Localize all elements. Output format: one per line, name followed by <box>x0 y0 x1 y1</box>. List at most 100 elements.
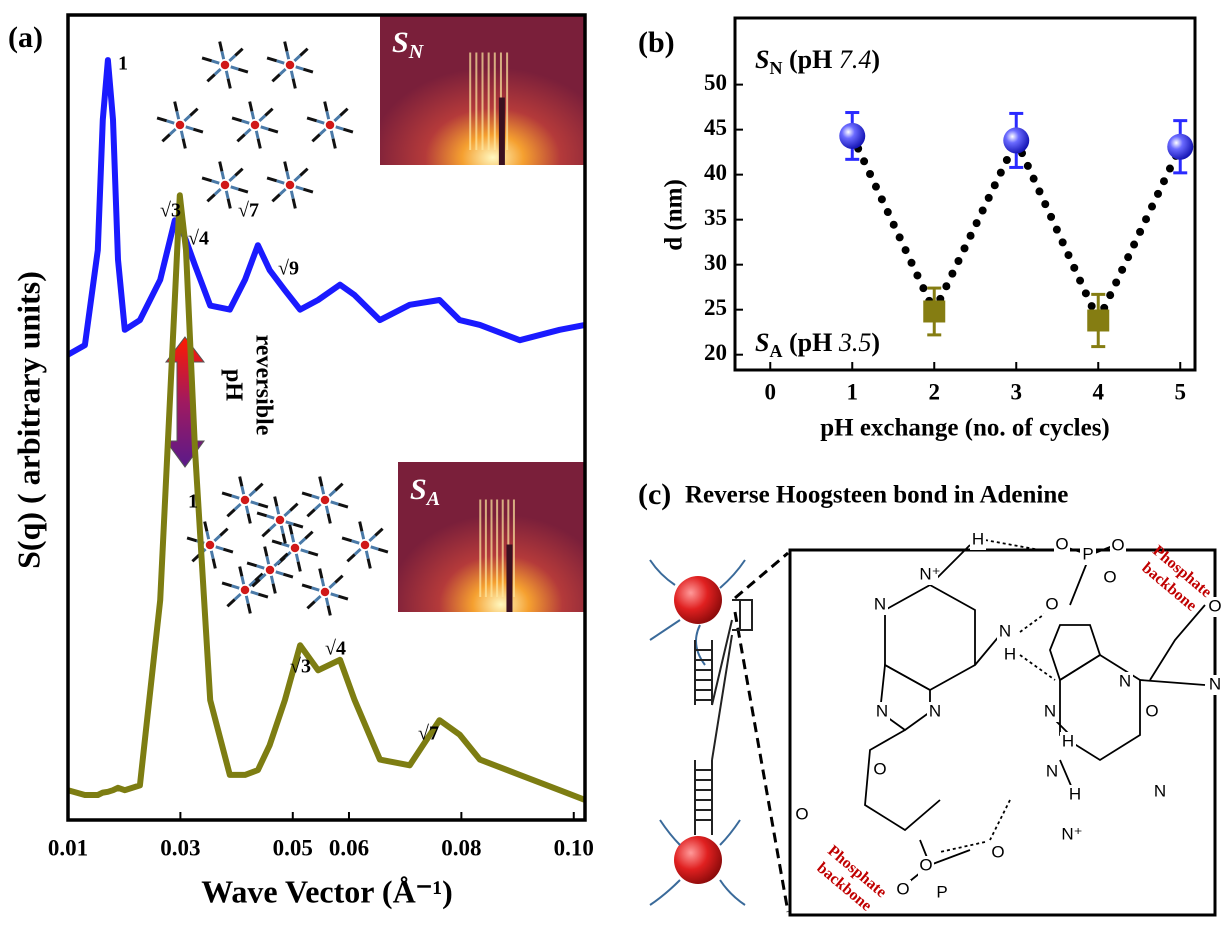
micelle-arm <box>177 111 179 119</box>
micelle-arm <box>251 592 259 594</box>
micelle-arm <box>228 199 230 209</box>
state-text: (pH <box>782 328 838 357</box>
atom-label: N <box>1044 701 1056 720</box>
micelle-arm <box>308 552 318 555</box>
micelle-arm <box>294 175 300 180</box>
peak-label: √4 <box>325 638 346 660</box>
micelle-arm <box>294 55 300 60</box>
micelle-arm <box>190 109 197 116</box>
micelle-arm <box>258 504 268 507</box>
micelle-arm <box>293 524 303 527</box>
micelle-core <box>205 540 215 550</box>
beamstop <box>506 545 512 613</box>
x-axis-label: pH exchange (no. of cycles) <box>820 415 1110 442</box>
micelle-arm <box>312 496 320 498</box>
micelle-arm <box>298 562 300 572</box>
micelle-arm <box>226 191 228 199</box>
atom-label: O <box>795 804 808 823</box>
y-tick-label: 20 <box>704 340 727 365</box>
micelle-arm <box>322 578 324 586</box>
micelle-arm <box>267 58 277 61</box>
micelle-arm <box>293 79 295 89</box>
micelle-arm <box>255 484 262 491</box>
micelle-arm <box>305 532 312 539</box>
y-tick-label: 40 <box>704 160 727 185</box>
micelle-arm <box>267 556 269 564</box>
micelle-core <box>320 495 330 505</box>
x-tick-label: 0.03 <box>160 835 200 860</box>
micelle-arm <box>207 195 214 202</box>
micelle-core <box>285 60 295 70</box>
micelle-arm <box>273 584 275 594</box>
micelle-arm <box>292 534 294 542</box>
backbone-label: Phosphatebackbone <box>811 842 889 916</box>
micelle-arm <box>282 544 290 546</box>
micelle-arm <box>371 547 379 549</box>
micelle-arm <box>222 583 232 586</box>
micelle-arm <box>272 195 279 202</box>
micelle-arm <box>261 127 269 129</box>
atom-label: O <box>1145 701 1158 720</box>
x-tick-label: 0.10 <box>554 835 594 860</box>
micelle-arm <box>265 109 272 116</box>
trend-line <box>1098 147 1180 321</box>
micelle-arm <box>355 549 361 554</box>
micelle-arm <box>312 588 320 590</box>
micelle-arm <box>338 504 348 507</box>
micelle-arm <box>259 115 265 120</box>
atom-label: O <box>1045 594 1058 613</box>
x-axis-label: Wave Vector (Å⁻¹) <box>201 873 453 909</box>
micelle-arm <box>277 61 285 63</box>
micelle-arm <box>368 559 370 569</box>
state-ph: 7.4 <box>839 45 872 74</box>
micelle-arm <box>235 49 242 56</box>
x-tick-label: 5 <box>1174 379 1186 404</box>
micelle-arm <box>303 69 313 72</box>
micelle-arm <box>331 502 339 504</box>
inset-sub: N <box>408 41 425 63</box>
micelle-arm <box>328 606 330 616</box>
atom-label: N⁺ <box>1061 824 1082 843</box>
micelle-core <box>290 543 300 553</box>
peak-label: √9 <box>278 258 299 280</box>
point <box>923 300 945 322</box>
micelle-arm <box>271 576 273 584</box>
micelle-arm <box>326 598 328 606</box>
micelle-arm <box>302 493 312 496</box>
micelle-arm <box>235 504 241 509</box>
micelle-core <box>250 120 260 130</box>
trend-line <box>934 140 1016 311</box>
micelle-arm <box>240 477 242 487</box>
figure: (a)SNSApHreversible1√3√4√7√91√3√4√70.010… <box>0 0 1230 928</box>
micelle-core <box>240 585 250 595</box>
micelle-arm <box>268 129 278 132</box>
atom-label: O <box>919 855 932 874</box>
micelle-core <box>220 60 230 70</box>
zoom-arrow <box>735 553 788 598</box>
micelle-arm <box>212 181 220 183</box>
micelle-core <box>285 180 295 190</box>
state-sub: N <box>769 58 782 78</box>
x-tick-label: 2 <box>929 379 941 404</box>
peak-label: 1 <box>188 491 198 513</box>
state-close: ) <box>871 45 880 74</box>
micelle-arm <box>360 522 362 532</box>
micelle-arm <box>322 486 324 494</box>
atom-label: P <box>936 882 947 901</box>
atom-label: O <box>1208 596 1221 615</box>
micelle-arm <box>287 171 289 179</box>
micelle-core <box>240 495 250 505</box>
micelle-arm <box>284 510 290 515</box>
micelle-arm <box>242 486 244 494</box>
trend-line <box>852 136 934 312</box>
inset-symbol: S <box>392 26 409 59</box>
atom-label: H <box>1004 644 1016 663</box>
x-tick-label: 1 <box>847 379 859 404</box>
atom-label: H <box>1069 784 1081 803</box>
micelle-arm <box>193 129 203 132</box>
micelle-arm <box>272 541 282 544</box>
micelle-arm <box>325 102 327 112</box>
micelle-arm <box>307 602 314 609</box>
